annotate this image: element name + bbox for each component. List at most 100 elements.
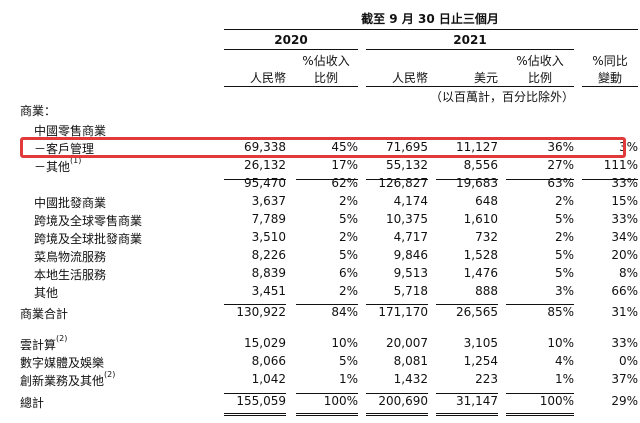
cell-pct-2021: 10% — [547, 336, 574, 350]
grand-total-rule-pct2021 — [506, 393, 574, 394]
col-pct-2020-l2: 比例 — [313, 71, 338, 85]
cell-pct-2021: 2% — [554, 194, 574, 208]
grand-total-double-pct2021 — [506, 413, 574, 416]
cell-rmb-2021: 9,513 — [393, 266, 428, 280]
period-rule — [224, 29, 638, 30]
cell-rmb-2020: 130,922 — [236, 305, 286, 319]
row-label-text: 菜鳥物流服務 — [34, 250, 107, 264]
cell-pct-2021: 27% — [547, 158, 574, 172]
row-label-text: 中國零售商業 — [34, 124, 107, 138]
cell-rmb-2020: 1,042 — [251, 372, 286, 386]
cell-rmb-2020: 8,226 — [251, 248, 286, 262]
cell-usd-2021: 1,254 — [463, 354, 498, 368]
cell-rmb-2021: 5,718 — [393, 284, 428, 298]
cell-rmb-2021: 1,432 — [393, 372, 428, 386]
cell-usd-2021: 11,127 — [456, 140, 498, 154]
row-label-text: 跨境及全球批發商業 — [34, 232, 143, 246]
row-label: 創新業務及其他(2) — [20, 370, 115, 389]
cell-pct-2020: 5% — [338, 212, 358, 226]
cell-rmb-2020: 3,451 — [251, 284, 286, 298]
cell-pct-2020: 5% — [338, 248, 358, 262]
cell-pct-2020: 1% — [338, 372, 358, 386]
cell-yoy-change: 33% — [611, 212, 638, 226]
row-label-text: 中國批發商業 — [34, 196, 107, 210]
cell-rmb-2021: 4,717 — [393, 230, 428, 244]
cell-pct-2021: 4% — [554, 354, 574, 368]
grand-total-rule-rmb2021 — [366, 393, 428, 394]
col-rmb-2020: 人民幣 — [249, 71, 286, 85]
col-pct-2021-l1: %佔收入 — [516, 54, 564, 68]
cell-rmb-2020: 155,059 — [236, 394, 286, 408]
commerce-total-rule-usd2021 — [436, 304, 498, 305]
cell-yoy-change: 20% — [611, 248, 638, 262]
row-label: 中國批發商業 — [34, 194, 106, 211]
col-yoy-l2: 變動 — [597, 71, 622, 85]
grand-total-rule-pct2020 — [296, 393, 358, 394]
row-label-text: 跨境及全球零售商業 — [34, 214, 143, 228]
cell-rmb-2021: 8,081 — [393, 354, 428, 368]
cell-rmb-2021: 10,375 — [386, 212, 428, 226]
cell-rmb-2021: 171,170 — [378, 305, 428, 319]
col-usd-2021: 美元 — [473, 71, 498, 85]
grand-total-rule-rmb2020 — [224, 393, 286, 394]
grand-total-double-pct2020 — [296, 413, 358, 416]
cell-usd-2021: 223 — [475, 372, 498, 386]
year-2021-rule — [366, 49, 574, 50]
row-label-text: 數字媒體及娛樂 — [20, 356, 105, 370]
cell-rmb-2021: 20,007 — [386, 336, 428, 350]
year-2021-header: 2021 — [453, 33, 487, 47]
cell-rmb-2020: 8,066 — [251, 354, 286, 368]
cell-rmb-2020: 3,510 — [251, 230, 286, 244]
cell-pct-2020: 2% — [338, 284, 358, 298]
period-header: 截至 9 月 30 日止三個月 — [361, 12, 499, 26]
cell-pct-2021: 5% — [554, 248, 574, 262]
cell-usd-2021: 1,476 — [463, 266, 498, 280]
row-label: 數字媒體及娛樂 — [20, 354, 104, 371]
subtotal-rule-pct2020 — [296, 179, 358, 180]
cell-usd-2021: 732 — [475, 230, 498, 244]
cell-usd-2021: 888 — [475, 284, 498, 298]
cell-yoy-change: 34% — [611, 230, 638, 244]
row-label: 其他 — [34, 284, 58, 301]
cell-rmb-2021: 55,132 — [386, 158, 428, 172]
cell-pct-2020: 45% — [331, 140, 358, 154]
cell-pct-2020: 10% — [331, 336, 358, 350]
cell-yoy-change: 8% — [618, 266, 638, 280]
cell-rmb-2020: 3,637 — [251, 194, 286, 208]
header-rule-c — [582, 86, 638, 87]
cell-pct-2021: 100% — [539, 394, 574, 408]
subtotal-rule-rmb2020 — [224, 179, 286, 180]
row-label-text: 創新業務及其他 — [20, 374, 105, 388]
col-pct-2020-l1: %佔收入 — [302, 54, 350, 68]
cell-rmb-2021: 9,846 — [393, 248, 428, 262]
cell-pct-2020: 5% — [338, 354, 358, 368]
row-label: 商業合計 — [20, 305, 68, 322]
commerce-total-rule-pct2021 — [506, 304, 574, 305]
row-label: 雲計算(2) — [20, 334, 68, 353]
cell-yoy-change: 31% — [611, 305, 638, 319]
highlight-box — [20, 137, 626, 158]
row-label-text: 商業合計 — [20, 307, 69, 321]
cell-yoy-change: 66% — [611, 284, 638, 298]
row-label-text: 本地生活服務 — [34, 268, 107, 282]
cell-usd-2021: 1,610 — [463, 212, 498, 226]
row-label: 本地生活服務 — [34, 266, 106, 283]
row-label: －其他(1) — [34, 156, 81, 175]
row-label: 跨境及全球批發商業 — [34, 230, 142, 247]
cell-pct-2020: 6% — [338, 266, 358, 280]
header-rule-b — [366, 86, 574, 87]
cell-rmb-2020: 8,839 — [251, 266, 286, 280]
cell-pct-2021: 1% — [554, 372, 574, 386]
col-yoy-l1: %同比 — [592, 54, 628, 68]
row-label-text: 商業： — [20, 104, 57, 118]
row-label-text: 總計 — [20, 396, 45, 410]
footnote-marker: (2) — [56, 334, 68, 343]
cell-usd-2021: 1,528 — [463, 248, 498, 262]
cell-pct-2020: 2% — [338, 194, 358, 208]
cell-pct-2021: 5% — [554, 212, 574, 226]
row-label: 商業： — [20, 102, 56, 119]
cell-pct-2021: 3% — [554, 284, 574, 298]
cell-yoy-change: 111% — [603, 158, 638, 172]
row-label: －客戶管理 — [34, 140, 94, 157]
header-rule-a — [224, 86, 358, 87]
